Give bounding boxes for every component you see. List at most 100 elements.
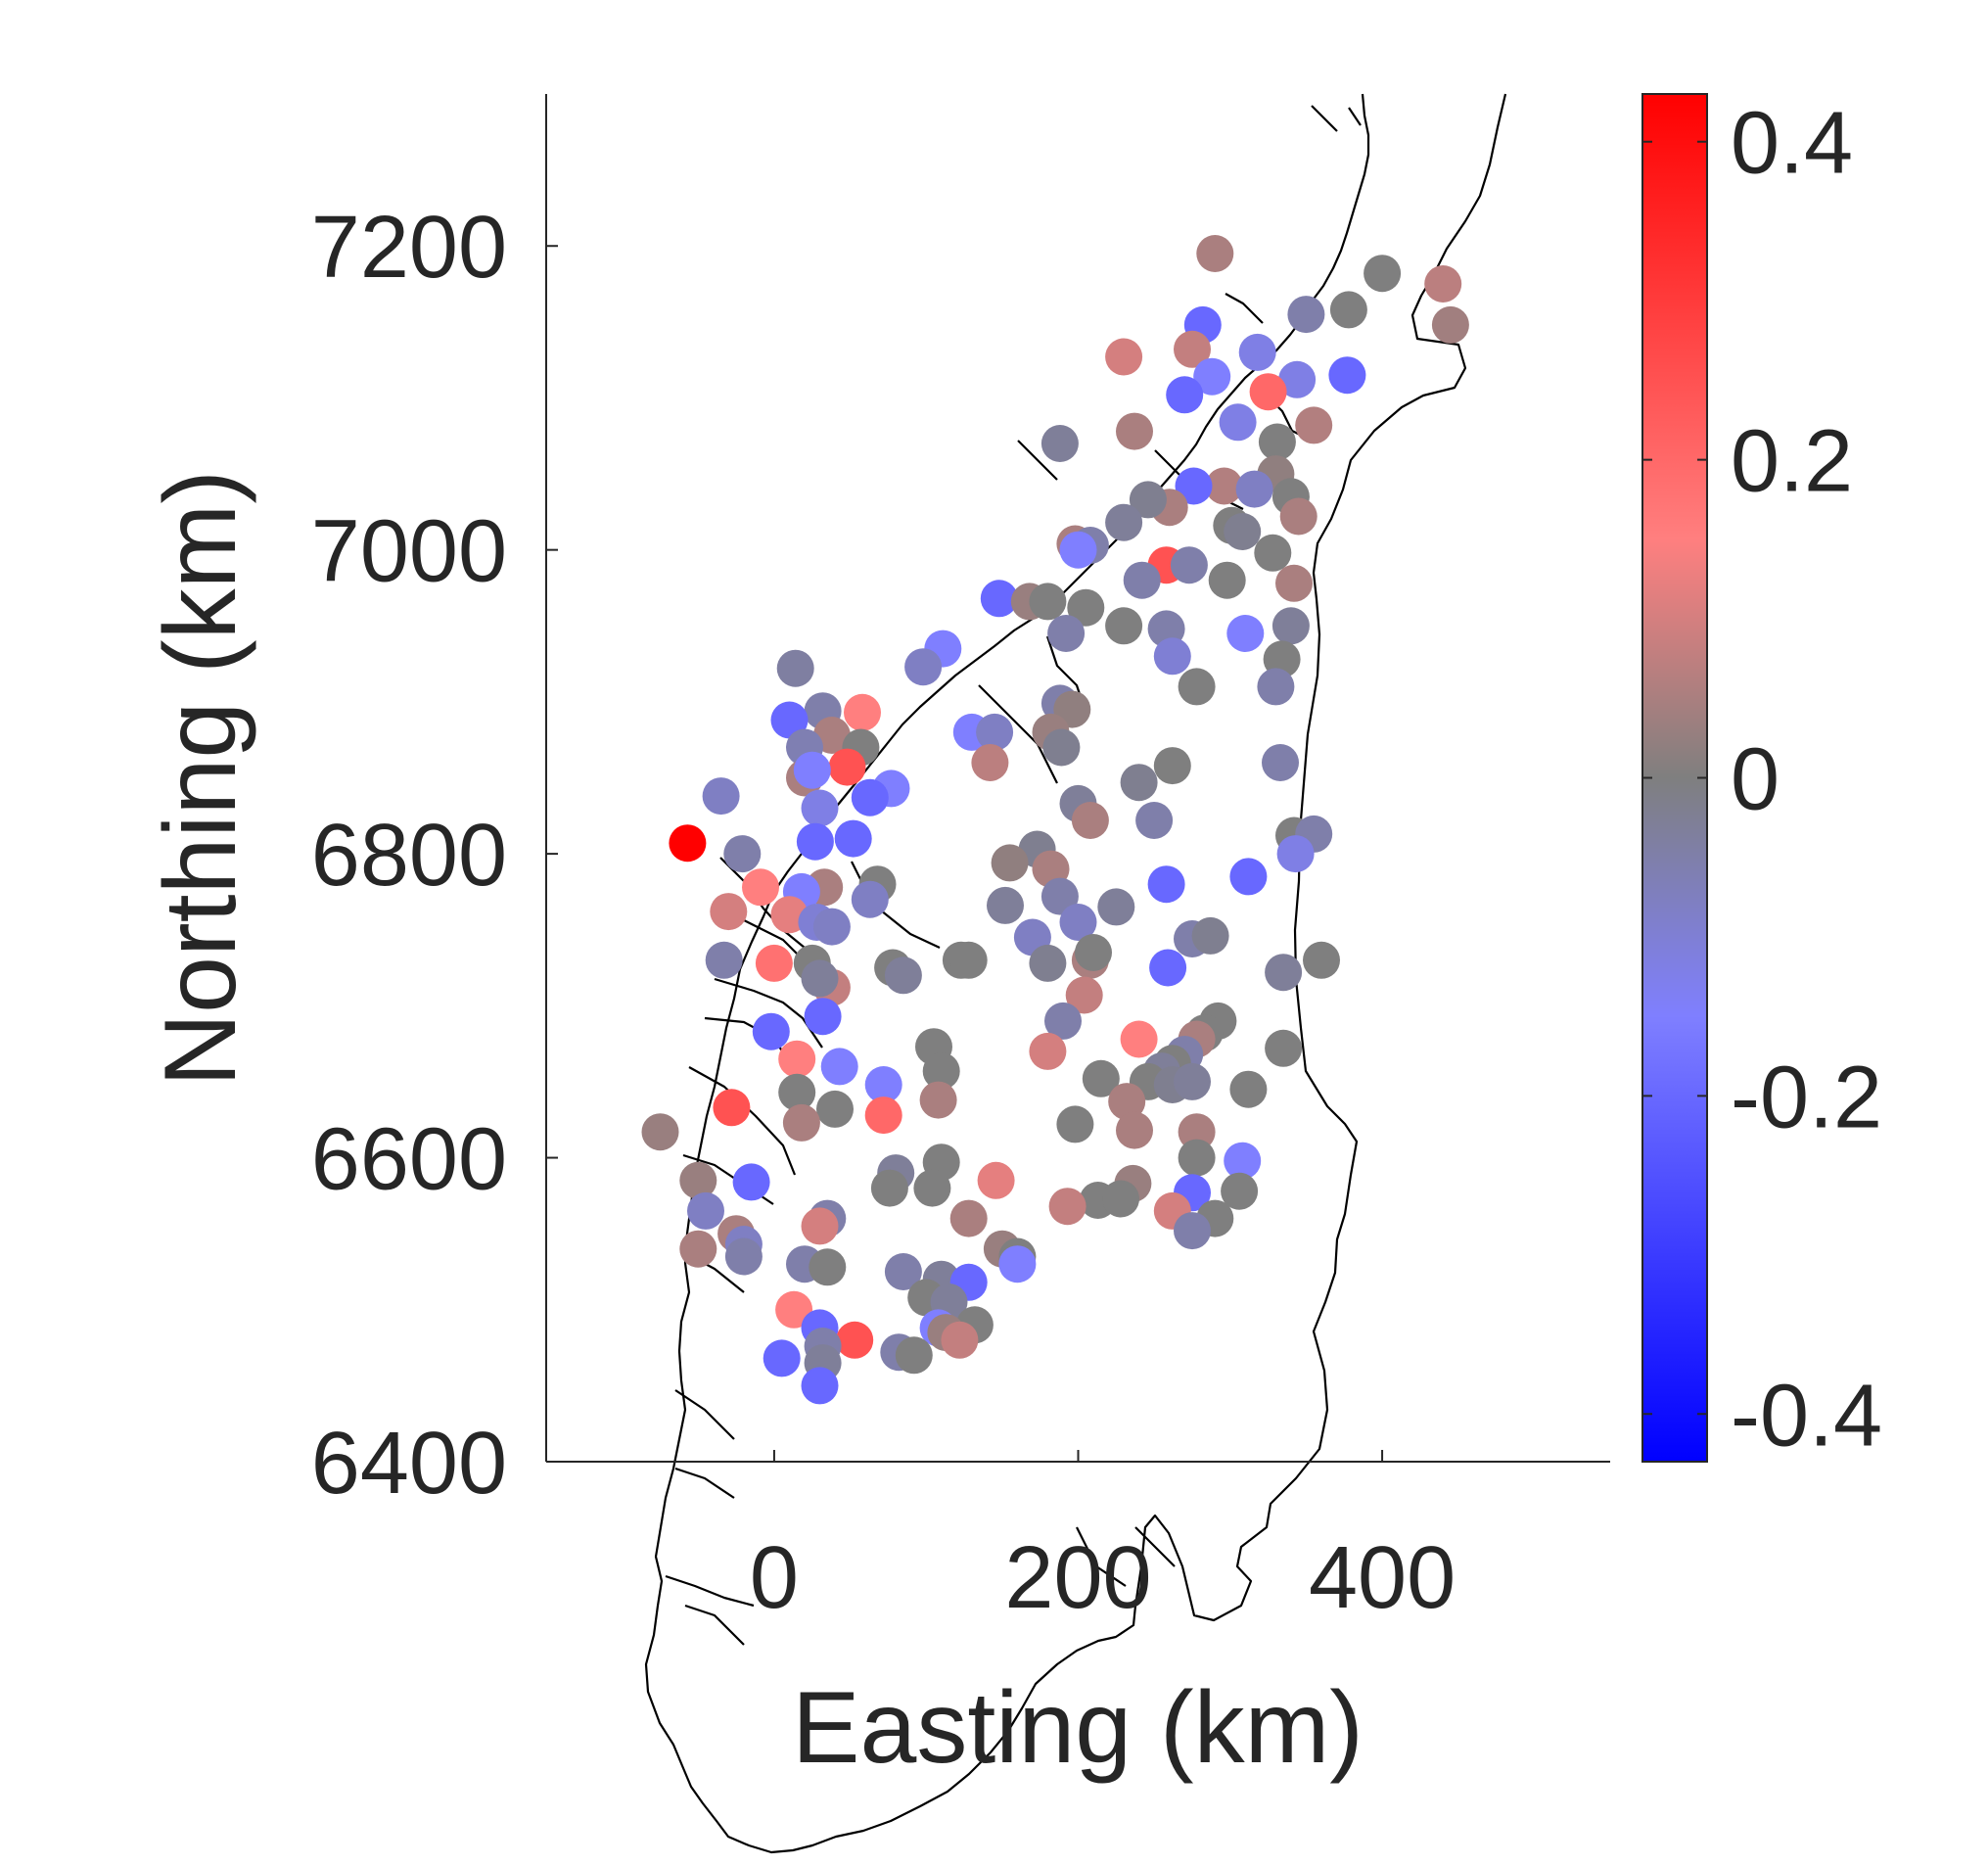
data-point xyxy=(1178,1139,1216,1177)
data-point xyxy=(1097,888,1135,926)
colorbar: -0.4 -0.2 0 0.2 0.4 xyxy=(1641,93,1882,1465)
data-point xyxy=(1059,904,1097,941)
data-point xyxy=(1257,668,1295,706)
data-point xyxy=(884,1253,922,1290)
data-point xyxy=(1431,305,1469,344)
data-point xyxy=(1191,916,1229,955)
data-point xyxy=(864,1066,902,1103)
data-point xyxy=(1329,291,1367,329)
data-point xyxy=(713,1089,751,1127)
data-point xyxy=(1276,835,1315,873)
data-point xyxy=(949,1199,988,1237)
data-point xyxy=(742,868,779,907)
data-point xyxy=(1364,255,1402,293)
y-tick-label: 6600 xyxy=(311,1111,507,1209)
data-point xyxy=(922,1052,960,1091)
data-point xyxy=(702,777,740,816)
data-point xyxy=(1153,637,1191,676)
data-point xyxy=(851,778,889,816)
data-point xyxy=(801,789,839,827)
data-point xyxy=(1120,764,1158,802)
data-point xyxy=(1065,976,1103,1014)
data-point xyxy=(679,1161,717,1199)
data-point xyxy=(1042,728,1081,767)
x-tick-label: 400 xyxy=(1309,1529,1456,1627)
colorbar-tick-label: 0.4 xyxy=(1731,95,1853,193)
data-point xyxy=(752,1012,790,1050)
data-point xyxy=(793,751,831,789)
data-point xyxy=(782,1103,820,1142)
data-point xyxy=(1029,1032,1067,1070)
data-point xyxy=(687,1191,724,1230)
data-point xyxy=(904,648,943,686)
data-point xyxy=(1205,467,1243,505)
data-point xyxy=(1153,747,1191,785)
y-tick-label: 6400 xyxy=(311,1415,507,1513)
data-point xyxy=(778,1040,816,1078)
data-point xyxy=(1196,235,1234,272)
x-axis-title: Easting (km) xyxy=(792,1671,1364,1785)
data-point xyxy=(1178,1113,1216,1151)
colorbar-tick-label: 0 xyxy=(1731,731,1780,829)
data-point xyxy=(1105,503,1143,541)
x-tick-label: 200 xyxy=(1004,1529,1151,1627)
data-point xyxy=(1044,1002,1082,1040)
data-point xyxy=(1235,470,1273,508)
data-point xyxy=(919,1081,957,1119)
y-axis-title: Northing (km) xyxy=(144,470,257,1087)
data-point xyxy=(941,1321,979,1359)
data-point xyxy=(1108,1083,1146,1121)
data-point xyxy=(1175,467,1213,505)
data-point xyxy=(776,649,814,687)
data-point xyxy=(1287,296,1325,334)
data-point xyxy=(1149,949,1187,987)
x-axis-ticks: 0 200 400 xyxy=(750,1450,1456,1627)
data-point xyxy=(1262,744,1299,781)
data-point xyxy=(870,1169,908,1207)
colorbar-tick-label: 0.2 xyxy=(1731,413,1853,511)
data-point xyxy=(1116,412,1153,450)
data-point xyxy=(770,701,809,739)
data-point xyxy=(804,998,842,1036)
colorbar-tick-label: -0.4 xyxy=(1731,1367,1882,1465)
data-point xyxy=(1082,1059,1120,1097)
data-point xyxy=(812,908,851,946)
data-point xyxy=(1067,588,1105,627)
data-point xyxy=(1123,561,1161,599)
data-point xyxy=(864,1096,902,1135)
data-point xyxy=(705,941,743,979)
data-point xyxy=(1120,1020,1158,1058)
data-point xyxy=(971,744,1009,781)
data-point xyxy=(1278,360,1317,398)
data-point xyxy=(1224,1142,1262,1180)
data-point xyxy=(991,844,1029,882)
data-point xyxy=(796,822,834,861)
data-point xyxy=(1303,941,1340,979)
data-point xyxy=(816,1090,854,1128)
data-point xyxy=(1221,1172,1259,1210)
data-point xyxy=(641,1113,679,1151)
data-point xyxy=(1295,406,1333,444)
data-point xyxy=(1029,944,1067,982)
data-point xyxy=(1193,357,1231,396)
y-axis-ticks: 6400 6600 6800 7000 7200 xyxy=(311,199,558,1513)
data-point xyxy=(1105,607,1143,645)
data-point xyxy=(1075,934,1112,971)
colorbar-gradient xyxy=(1641,93,1708,1463)
colorbar-ticks: -0.4 -0.2 0 0.2 0.4 xyxy=(1642,95,1882,1465)
data-point xyxy=(895,1336,933,1375)
data-point xyxy=(732,1163,770,1201)
x-tick-label: 0 xyxy=(750,1529,799,1627)
data-point xyxy=(980,580,1018,618)
data-point xyxy=(1147,865,1185,904)
data-point xyxy=(949,941,988,979)
data-point xyxy=(834,819,872,858)
data-point xyxy=(763,1339,801,1377)
data-point xyxy=(1071,802,1109,839)
data-point xyxy=(1116,1111,1153,1149)
data-point xyxy=(1275,564,1313,602)
data-point xyxy=(1258,423,1296,461)
data-point xyxy=(1224,513,1262,550)
data-point xyxy=(884,956,922,995)
